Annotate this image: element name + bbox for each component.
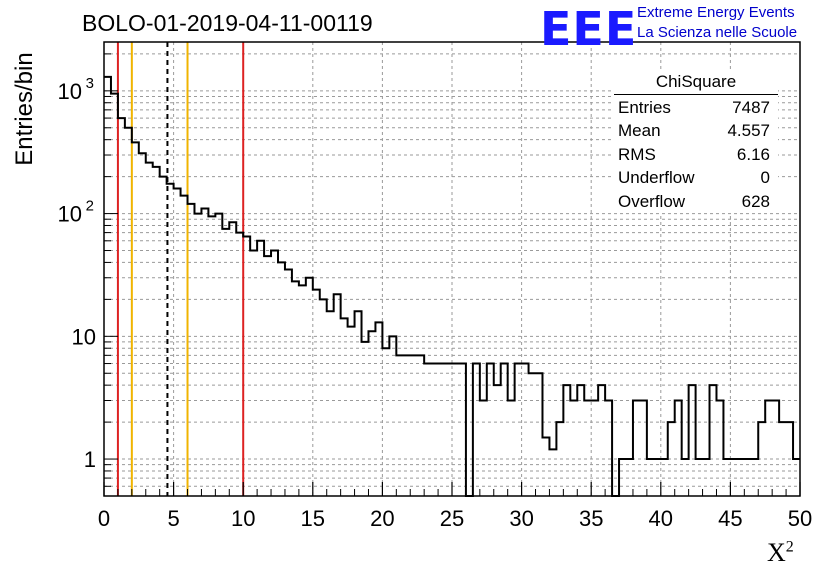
grid: [104, 42, 800, 497]
x-tick-label: 10: [231, 506, 255, 531]
stats-title: ChiSquare: [655, 72, 737, 91]
chart-title: BOLO-01-2019-04-11-00119: [82, 10, 373, 36]
y-tick-exponent: 3: [86, 75, 94, 92]
x-tick-label: 40: [649, 506, 673, 531]
stats-divider: [614, 93, 778, 95]
stat-row-overflow: Overflow 628: [614, 190, 778, 214]
axis-ticks: [103, 53, 801, 497]
stat-value: 7487: [732, 97, 770, 117]
stat-value: 6.16: [736, 144, 770, 164]
x-tick-label: 35: [579, 506, 603, 531]
stat-label: Entries: [618, 97, 671, 117]
stats-rows: Entries 7487 Mean 4.557 RMS 6.16 Underflow 0 Ove…: [614, 96, 778, 214]
eee-logo: EEE: [540, 2, 638, 56]
stat-row-entries: Entries 7487: [614, 96, 778, 120]
stat-label: RMS: [618, 144, 656, 164]
x-tick-label: 20: [370, 506, 394, 531]
x-axis-label: X2: [767, 538, 794, 567]
y-tick-exponent: 2: [86, 198, 94, 215]
x-tick-label: 30: [509, 506, 533, 531]
marker-lines: [116, 42, 245, 496]
histogram-series: [104, 75, 800, 497]
stat-value: 4.557: [727, 121, 770, 140]
x-tick-label: 50: [788, 506, 812, 531]
y-axis-label: Entries/bin: [11, 52, 38, 166]
logo-line-2: La Scienza nelle Scuole: [637, 24, 798, 41]
stat-label: Mean: [618, 121, 661, 140]
y-tick-label: 1: [84, 447, 96, 472]
stat-label: Overflow: [618, 191, 686, 211]
stat-value: 0: [760, 168, 770, 187]
y-tick-label: 10: [72, 324, 96, 349]
y-tick-label: 10: [58, 79, 82, 104]
stat-value: 628: [741, 191, 770, 211]
stat-row-underflow: Underflow 0: [614, 166, 778, 190]
stat-label: Underflow: [618, 168, 695, 187]
x-tick-label: 5: [167, 506, 179, 531]
stats-box: ChiSquare Entries 7487 Mean 4.557 RMS 6.16 Und…: [614, 70, 778, 213]
y-tick-label: 10: [58, 202, 82, 227]
stat-row-rms: RMS 6.16: [614, 143, 778, 167]
x-tick-label: 15: [301, 506, 325, 531]
logo-line-1: Extreme Energy Events: [637, 4, 795, 21]
x-tick-label: 0: [98, 506, 110, 531]
stat-row-mean: Mean 4.557: [614, 119, 778, 143]
x-tick-label: 45: [718, 506, 742, 531]
x-tick-label: 25: [440, 506, 464, 531]
